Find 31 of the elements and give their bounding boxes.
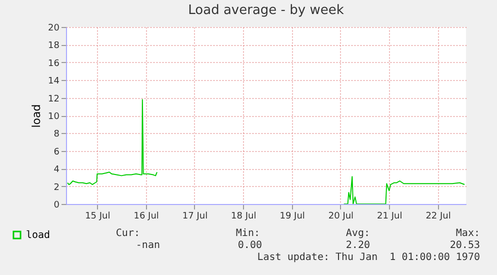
x-tick-label: 22 Jul bbox=[426, 212, 451, 222]
y-tick-label: 10 bbox=[48, 112, 60, 122]
legend-label: load bbox=[26, 230, 50, 241]
text: Last update: Thu Jan 1 01:00:00 1970 bbox=[257, 252, 480, 263]
y-tick-label: 14 bbox=[48, 76, 60, 87]
y-tick-label: 12 bbox=[48, 94, 60, 104]
text: -nan bbox=[136, 240, 160, 251]
text: Avg: bbox=[346, 228, 370, 239]
x-tick-label: 17 Jul bbox=[182, 212, 208, 222]
y-tick-label: 2 bbox=[54, 182, 60, 193]
text: 0.00 bbox=[238, 240, 262, 251]
y-tick-label: 4 bbox=[54, 165, 60, 176]
x-tick-label: 21 Jul bbox=[377, 212, 402, 222]
x-tick-label: 18 Jul bbox=[231, 212, 256, 222]
x-tick-label: 20 Jul bbox=[328, 212, 354, 222]
text: Max: bbox=[456, 228, 480, 239]
y-tick-label: 6 bbox=[54, 147, 60, 158]
x-tick-label: 16 Jul bbox=[134, 212, 159, 222]
y-tick-label: 0 bbox=[54, 200, 60, 210]
text: 20.53 bbox=[450, 240, 480, 251]
text: 2.20 bbox=[346, 240, 370, 251]
x-tick-label: 19 Jul bbox=[280, 212, 305, 222]
y-tick-label: 16 bbox=[48, 58, 60, 69]
x-tick-label: 15 Jul bbox=[85, 212, 110, 222]
text: Cur: bbox=[116, 228, 140, 239]
chart-title: Load average - by week bbox=[188, 3, 344, 18]
text: Min: bbox=[236, 228, 260, 239]
y-tick-label: 18 bbox=[48, 41, 60, 52]
y-axis-title: load bbox=[30, 104, 44, 128]
y-tick-label: 8 bbox=[54, 130, 60, 140]
y-tick-label: 20 bbox=[48, 24, 60, 34]
